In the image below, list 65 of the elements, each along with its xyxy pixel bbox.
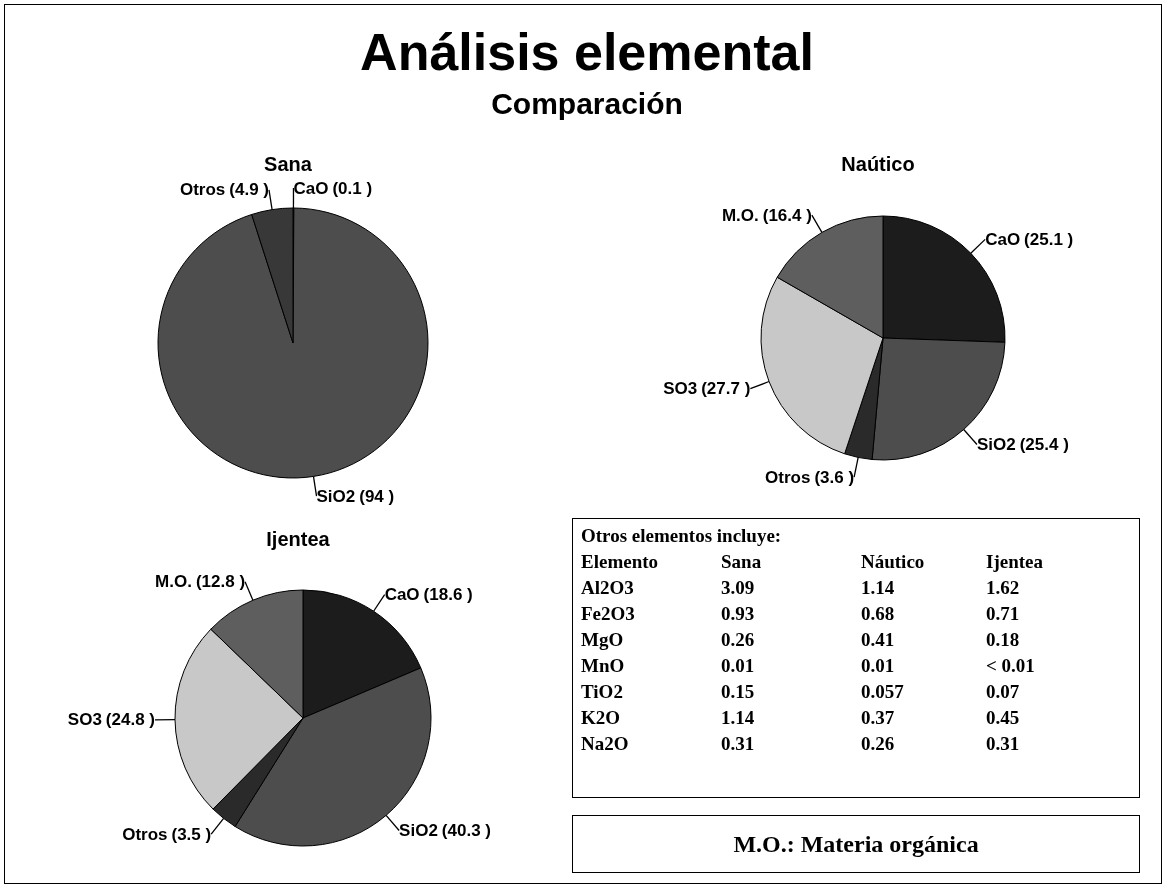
data-label: (3.5 ) — [171, 824, 212, 844]
data-label: (0.1 ) — [332, 178, 373, 198]
text: 1.14 — [861, 577, 895, 599]
text: Análisis elemental — [359, 22, 815, 83]
text: 0.45 — [986, 707, 1020, 729]
slice-label: SiO2 — [316, 486, 356, 506]
text: MnO — [581, 655, 625, 677]
category-label: Sana — [721, 551, 762, 573]
chart-title: Ijentea — [266, 528, 330, 550]
text: 1.14 — [721, 707, 755, 729]
text: K2O — [581, 707, 621, 729]
text: 0.18 — [986, 629, 1020, 651]
text: 0.01 — [721, 655, 755, 677]
data-label: (27.7 ) — [701, 379, 751, 399]
slice-label: M.O. — [721, 205, 759, 225]
text: TiO2 — [581, 681, 623, 703]
slice-label: SO3 — [663, 379, 698, 399]
slice-label: Otros — [765, 467, 811, 487]
text: < 0.01 — [986, 655, 1035, 677]
slice-label: SiO2 — [976, 434, 1016, 454]
text: Otros elementos incluye: — [581, 525, 782, 547]
text: Na2O — [581, 733, 629, 755]
slice-label: CaO — [985, 229, 1021, 249]
text: M.O.: Materia orgánica — [572, 815, 1140, 873]
text: 0.15 — [721, 681, 755, 703]
category-label: Náutico — [861, 551, 925, 573]
chart-title: Naútico — [840, 153, 916, 176]
text: 0.37 — [861, 707, 895, 729]
data-label: (12.8 ) — [195, 572, 246, 592]
text: 0.68 — [861, 603, 895, 625]
chart-title: Sana — [263, 153, 313, 176]
text: 3.09 — [721, 577, 755, 599]
slice-label: CaO — [384, 585, 420, 605]
category-label: Elemento — [581, 551, 659, 573]
text: Comparación — [490, 86, 684, 122]
text: 0.26 — [721, 629, 755, 651]
text: 0.26 — [861, 733, 895, 755]
text: 1.62 — [986, 577, 1020, 599]
text: 0.93 — [721, 603, 755, 625]
data-label: (18.6 ) — [423, 585, 473, 605]
category-label: Ijentea — [986, 551, 1043, 573]
text: 0.71 — [986, 603, 1020, 625]
data-label: (24.8 ) — [105, 710, 156, 730]
text: 0.31 — [986, 733, 1020, 755]
data-label: (3.6 ) — [814, 467, 855, 487]
text: Al2O3 — [581, 577, 634, 599]
slice-label: CaO — [293, 178, 329, 198]
data-label: (40.3 ) — [441, 821, 491, 841]
slice-label: M.O. — [155, 572, 192, 592]
text: 0.057 — [861, 681, 904, 703]
data-label: (25.1 ) — [1024, 229, 1074, 249]
slice-label: SO3 — [67, 710, 102, 730]
text: 0.01 — [861, 655, 895, 677]
text: Fe2O3 — [581, 603, 635, 625]
data-label: (4.9 ) — [229, 180, 269, 200]
data-label: (94 ) — [359, 486, 395, 506]
data-label: (16.4 ) — [762, 205, 812, 225]
slice-label: SiO2 — [399, 821, 438, 841]
slice-label: Otros — [122, 824, 168, 844]
data-label: (25.4 ) — [1019, 434, 1069, 454]
text: MgO — [581, 629, 624, 651]
text: 0.41 — [861, 629, 895, 651]
text: 0.31 — [721, 733, 755, 755]
text: 0.07 — [986, 681, 1020, 703]
slice-label: Otros — [179, 180, 226, 200]
